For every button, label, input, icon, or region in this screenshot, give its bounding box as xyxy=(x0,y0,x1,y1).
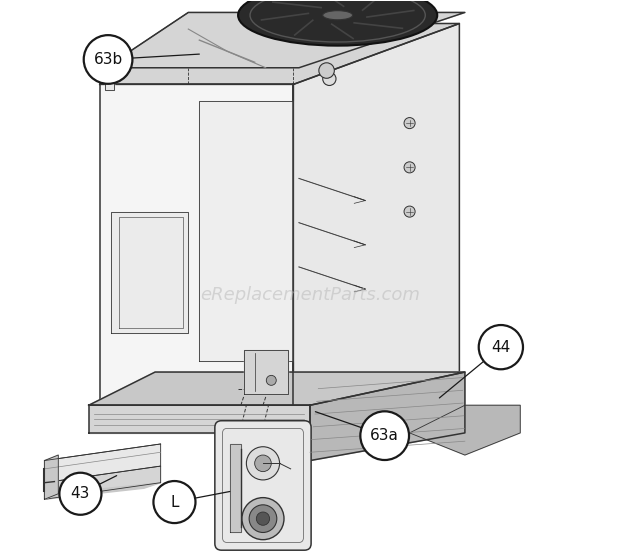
Circle shape xyxy=(255,455,272,471)
Circle shape xyxy=(267,375,277,385)
Circle shape xyxy=(479,325,523,369)
Polygon shape xyxy=(105,12,465,68)
Text: 44: 44 xyxy=(491,340,510,355)
Polygon shape xyxy=(100,85,293,405)
Circle shape xyxy=(323,72,336,86)
Polygon shape xyxy=(310,372,465,460)
Polygon shape xyxy=(45,466,161,499)
Circle shape xyxy=(319,63,334,78)
Polygon shape xyxy=(105,68,113,90)
Polygon shape xyxy=(111,212,188,334)
Circle shape xyxy=(360,411,409,460)
Circle shape xyxy=(404,162,415,173)
Polygon shape xyxy=(45,483,161,499)
Polygon shape xyxy=(293,23,459,405)
Polygon shape xyxy=(200,101,293,361)
Polygon shape xyxy=(244,350,288,394)
Polygon shape xyxy=(89,405,310,433)
Text: eReplacementParts.com: eReplacementParts.com xyxy=(200,286,420,304)
Circle shape xyxy=(60,473,102,515)
Polygon shape xyxy=(230,444,241,533)
Polygon shape xyxy=(410,405,520,455)
Circle shape xyxy=(404,117,415,128)
Circle shape xyxy=(249,505,277,533)
Circle shape xyxy=(153,481,195,523)
Polygon shape xyxy=(45,455,58,499)
Ellipse shape xyxy=(238,0,437,46)
Circle shape xyxy=(256,512,270,525)
Circle shape xyxy=(246,446,280,480)
Text: 63a: 63a xyxy=(370,428,399,443)
Circle shape xyxy=(84,35,133,84)
Circle shape xyxy=(404,206,415,217)
Circle shape xyxy=(242,498,284,540)
FancyBboxPatch shape xyxy=(215,421,311,550)
Polygon shape xyxy=(100,23,459,85)
Text: 43: 43 xyxy=(71,486,90,502)
Text: L: L xyxy=(170,494,179,509)
Polygon shape xyxy=(45,444,161,483)
Polygon shape xyxy=(89,372,465,405)
Ellipse shape xyxy=(323,11,353,20)
Text: 63b: 63b xyxy=(94,52,123,67)
